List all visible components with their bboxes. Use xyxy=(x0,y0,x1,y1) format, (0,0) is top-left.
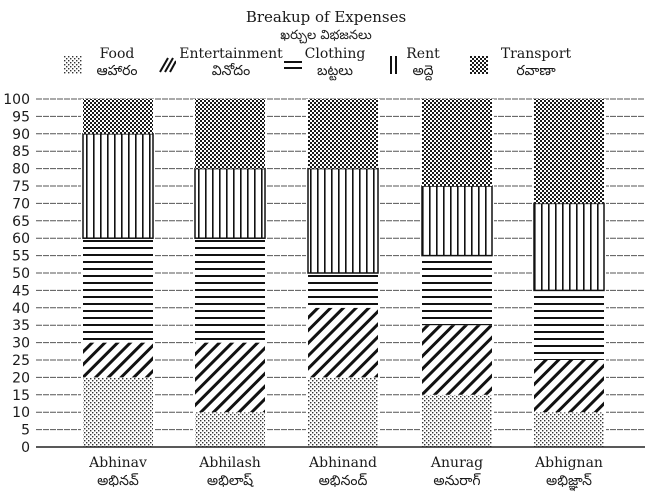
legend-item-rent: Rent అద్దె xyxy=(398,46,448,80)
legend-label-food-telugu: ఆహారం xyxy=(96,63,138,79)
y-tick-label: 25 xyxy=(12,353,30,369)
legend-swatch-transport xyxy=(470,56,488,74)
x-tick-label: Anurag అనురాగ్ xyxy=(397,454,517,490)
x-tick-label-telugu: అభినంద్ xyxy=(318,473,368,489)
y-tick-label: 90 xyxy=(12,127,30,143)
y-tick-label: 50 xyxy=(12,266,30,282)
y-tick-label: 30 xyxy=(12,336,30,352)
bar-segment-clothing xyxy=(534,290,604,360)
legend-label-clothing: Clothing xyxy=(304,46,366,62)
legend-label-clothing-telugu: బట్టలు xyxy=(316,63,354,79)
bars xyxy=(81,99,606,447)
y-tick-label: 65 xyxy=(12,214,30,230)
x-tick-label-english: Abhignan xyxy=(535,455,603,471)
x-tick-label-english: Anurag xyxy=(430,455,484,471)
bar-segment-food xyxy=(308,377,378,447)
bar-segment-transport xyxy=(534,99,604,204)
y-tick-label: 75 xyxy=(12,179,30,195)
y-tick-label: 15 xyxy=(12,388,30,404)
bar-segment-food xyxy=(195,412,265,447)
bar-segment-transport xyxy=(308,99,378,169)
bar-abhinand xyxy=(306,99,380,447)
legend-label-entertainment: Entertainment xyxy=(179,46,283,62)
legend-label-food: Food xyxy=(99,46,135,62)
legend-label-rent-telugu: అద్దె xyxy=(412,63,434,79)
y-tick-label: 55 xyxy=(12,249,30,265)
bar-abhignan xyxy=(532,99,606,447)
bar-segment-food xyxy=(422,394,492,447)
x-tick-label-english: Abhinand xyxy=(309,455,377,471)
chart-subtitle: ఖర్చుల విభజనలు xyxy=(280,28,372,43)
legend-label-rent: Rent xyxy=(406,46,440,62)
bar-segment-entertainment xyxy=(534,360,604,413)
x-tick-label-telugu: అభిలాష్ xyxy=(206,473,254,489)
x-tick-label: Abhignan అభిజ్ఞాన్ xyxy=(509,454,629,490)
legend-swatch-entertainment xyxy=(159,57,176,73)
legend-swatch-rent xyxy=(390,56,397,74)
legend-item-entertainment: Entertainment వినోదం xyxy=(176,46,286,80)
bar-segment-entertainment xyxy=(308,307,378,378)
y-tick-label: 20 xyxy=(12,370,30,386)
y-tick-label: 0 xyxy=(21,440,30,456)
chart-title: Breakup of Expenses xyxy=(245,8,407,26)
bar-segment-clothing xyxy=(422,255,492,326)
x-tick-label-telugu: అభినవ్ xyxy=(97,473,139,489)
y-tick-label: 40 xyxy=(12,301,30,317)
x-tick-label-telugu: అభిజ్ఞాన్ xyxy=(546,473,592,489)
bar-segment-rent xyxy=(421,185,493,257)
y-tick-label: 5 xyxy=(21,423,30,439)
x-tick-label-telugu: అనురాగ్ xyxy=(433,473,481,489)
bar-segment-clothing xyxy=(308,273,378,308)
x-tick-label: Abhinand అభినంద్ xyxy=(283,454,403,490)
bar-abhilash xyxy=(193,99,267,447)
bar-segment-rent xyxy=(82,133,154,239)
y-tick-label: 80 xyxy=(12,162,30,178)
legend-swatch-food xyxy=(64,56,82,74)
bar-segment-entertainment xyxy=(195,342,265,413)
legend-swatch-clothing xyxy=(284,61,302,69)
y-tick-label: 85 xyxy=(12,144,30,160)
y-tick-label: 10 xyxy=(12,405,30,421)
bar-segment-entertainment xyxy=(422,325,492,395)
x-tick-label-english: Abhinav xyxy=(89,455,147,471)
legend-label-transport-telugu: రవాణా xyxy=(516,63,556,79)
bar-segment-food xyxy=(534,412,604,447)
y-tick-label: 35 xyxy=(12,318,30,334)
legend-item-transport: Transport రవాణా xyxy=(496,46,576,80)
legend-label-transport: Transport xyxy=(500,46,572,62)
legend-label-entertainment-telugu: వినోదం xyxy=(211,63,251,79)
legend-item-food: Food ఆహారం xyxy=(92,46,142,80)
bar-segment-transport xyxy=(83,99,153,134)
x-tick-label-english: Abhilash xyxy=(199,455,261,471)
bar-segment-clothing xyxy=(195,238,265,343)
y-tick-label: 100 xyxy=(3,92,30,108)
bar-segment-food xyxy=(83,377,153,447)
y-tick-label: 45 xyxy=(12,283,30,299)
bar-segment-entertainment xyxy=(83,342,153,378)
x-tick-label: Abhinav అభినవ్ xyxy=(58,454,178,490)
bar-abhinav xyxy=(81,99,155,447)
bar-segment-rent xyxy=(194,167,266,239)
y-tick-label: 60 xyxy=(12,231,30,247)
legend-item-clothing: Clothing బట్టలు xyxy=(300,46,370,80)
bar-segment-rent xyxy=(533,202,605,292)
bar-segment-transport xyxy=(422,99,492,186)
bar-segment-rent xyxy=(307,167,379,274)
y-tick-label: 70 xyxy=(12,196,30,212)
bar-segment-transport xyxy=(195,99,265,169)
bar-segment-clothing xyxy=(83,238,153,343)
bar-anurag xyxy=(420,99,494,447)
y-tick-label: 95 xyxy=(12,109,30,125)
x-tick-label: Abhilash అభిలాష్ xyxy=(170,454,290,490)
